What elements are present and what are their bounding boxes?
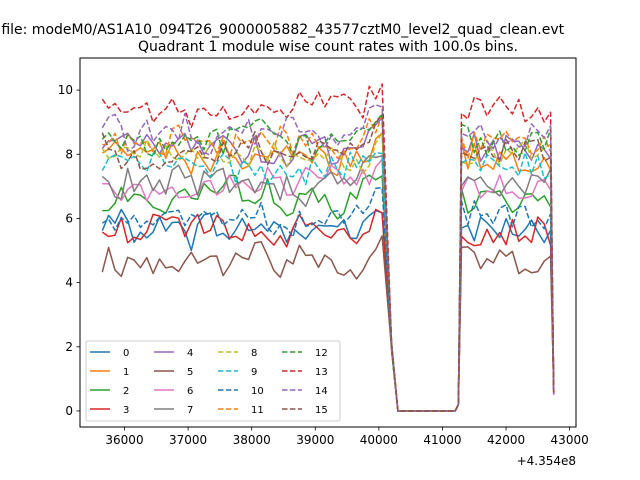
- legend-label-11: 11: [251, 405, 264, 416]
- axes-frame: [79, 57, 577, 428]
- x-tick-label: 38000: [233, 433, 271, 447]
- legend-label-0: 0: [123, 348, 129, 359]
- x-axis: 36000 37000 38000 39000 40000 41000 42000 43000: [105, 427, 589, 447]
- legend-label-12: 12: [315, 348, 328, 359]
- x-tick-label: 43000: [551, 433, 589, 447]
- chart-title: Quadrant 1 module wise count rates with …: [138, 39, 518, 55]
- series-line-3: [101, 208, 555, 412]
- series-line-11: [102, 114, 555, 412]
- y-tick-label: 2: [65, 340, 73, 354]
- series-line-6: [102, 158, 555, 412]
- x-axis-offset-label: +4.354e8: [517, 454, 576, 468]
- legend-label-2: 2: [123, 386, 129, 397]
- legend-box: [85, 340, 341, 422]
- legend-label-5: 5: [187, 367, 193, 378]
- x-tick-label: 37000: [169, 433, 207, 447]
- x-tick-label: 39000: [296, 433, 334, 447]
- y-tick-label: 8: [65, 147, 73, 161]
- series-line-14: [101, 104, 555, 412]
- series-line-2: [102, 174, 555, 412]
- y-tick-label: 4: [65, 276, 73, 290]
- legend-label-7: 7: [187, 405, 193, 416]
- series-line-10: [101, 186, 555, 412]
- series-line-5: [101, 235, 555, 412]
- legend-label-9: 9: [251, 367, 257, 378]
- y-tick-label: 10: [58, 83, 73, 97]
- legend-label-6: 6: [187, 386, 193, 397]
- y-tick-label: 6: [65, 211, 73, 225]
- legend-label-13: 13: [315, 367, 328, 378]
- x-tick-label: 36000: [105, 433, 143, 447]
- y-axis: 0 2 4 6 8 10: [58, 83, 80, 418]
- y-tick-label: 0: [65, 404, 73, 418]
- legend-label-3: 3: [123, 405, 129, 416]
- legend-label-8: 8: [251, 348, 257, 359]
- legend-label-1: 1: [123, 367, 129, 378]
- x-tick-label: 42000: [487, 433, 525, 447]
- legend-label-4: 4: [187, 348, 193, 359]
- x-tick-label: 41000: [423, 433, 461, 447]
- series-line-0: [101, 208, 555, 412]
- series-line-7: [101, 154, 555, 412]
- series-line-8: [101, 132, 555, 412]
- legend-label-15: 15: [315, 405, 328, 416]
- legend-label-10: 10: [251, 386, 264, 397]
- figure-suptitle: n file: modeM0/AS1A10_094T26_9000005882_…: [0, 22, 565, 38]
- plot-area: [101, 83, 555, 412]
- series-line-12: [101, 113, 555, 412]
- legend-label-14: 14: [315, 386, 328, 397]
- series-line-13: [101, 83, 555, 412]
- series-line-9: [101, 151, 555, 412]
- x-tick-label: 40000: [360, 433, 398, 447]
